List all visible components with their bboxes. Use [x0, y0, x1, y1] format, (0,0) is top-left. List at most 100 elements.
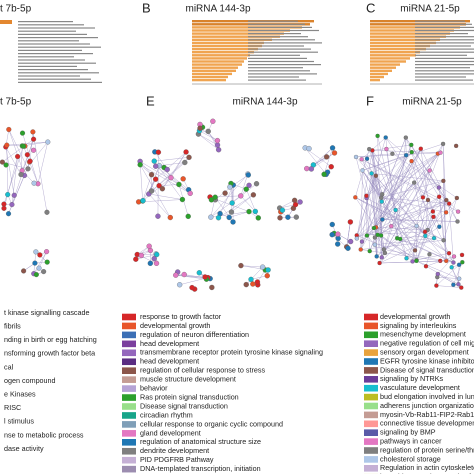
network-node: [248, 276, 254, 283]
network-node: [435, 271, 440, 277]
network-node: [331, 150, 338, 156]
term-placeholder: [415, 67, 470, 69]
network-node: [367, 248, 372, 254]
enrichment-bar: [192, 29, 290, 32]
network-node: [372, 235, 378, 240]
network-edge: [439, 212, 447, 227]
network-node: [436, 194, 442, 199]
network-node: [33, 249, 39, 255]
network-node: [451, 282, 456, 287]
network-node: [292, 201, 299, 208]
enrichment-bar: [192, 69, 236, 72]
network-edge: [438, 187, 447, 261]
network-edge: [355, 197, 426, 232]
network-edge: [240, 265, 263, 268]
network-node: [6, 126, 12, 133]
network-node: [431, 214, 436, 219]
legend-label: fibrils: [4, 322, 21, 331]
term-placeholder: [415, 70, 474, 72]
network-edge: [346, 221, 351, 247]
network-node: [140, 198, 146, 204]
legend-swatch: [364, 331, 378, 339]
network-edge: [304, 147, 327, 175]
network-edge: [331, 234, 347, 248]
legend-swatch: [364, 402, 378, 410]
network-node: [5, 192, 11, 198]
network-node: [243, 186, 249, 192]
legend-label: mesenchyme development: [380, 330, 466, 339]
enrichment-bar: [192, 51, 254, 54]
enrichment-bar: [370, 44, 430, 48]
network-node: [454, 195, 460, 201]
panel-letter: F: [366, 93, 374, 108]
legend-label: behavior: [140, 384, 168, 393]
network-node: [185, 213, 191, 220]
network-edge: [366, 197, 444, 241]
network-edge: [438, 196, 444, 241]
network-node: [11, 192, 17, 198]
network-edge: [451, 267, 459, 285]
network-node: [31, 136, 37, 142]
network-edge: [448, 203, 454, 263]
network-node: [159, 186, 166, 192]
legend-swatch: [122, 322, 136, 330]
network-edge: [355, 156, 426, 237]
network-edge: [8, 129, 25, 176]
legend-swatch: [122, 394, 136, 401]
network-edge: [379, 237, 435, 264]
enrichment-bar: [370, 63, 400, 66]
term-placeholder: [18, 37, 98, 39]
network-node: [20, 143, 27, 149]
network-edge: [416, 252, 450, 261]
legend-label: regulation of cellular response to stres…: [140, 366, 265, 375]
network-node: [418, 146, 423, 151]
network-edge: [366, 158, 392, 227]
network-node: [4, 142, 10, 148]
network-node: [3, 162, 9, 168]
network-node: [431, 235, 437, 241]
network-node: [353, 195, 358, 200]
legend-label: Disease signal transduction: [140, 401, 228, 410]
network-edge: [381, 152, 441, 202]
network-node: [44, 259, 50, 265]
enrichment-bar: [370, 51, 420, 54]
network-node: [146, 243, 152, 249]
term-placeholder: [18, 21, 73, 23]
network-node: [41, 269, 47, 275]
network-node: [222, 190, 228, 196]
network-node: [378, 233, 384, 238]
network-node: [306, 145, 312, 152]
network-node: [0, 159, 5, 165]
network-node: [423, 264, 429, 269]
legend-label: regulation of neuron differentiation: [140, 330, 249, 339]
legend-swatch: [364, 393, 378, 401]
network-node: [227, 184, 233, 190]
network-node: [446, 251, 452, 256]
legend-label: ogen compound: [4, 376, 56, 385]
legend-swatch: [122, 349, 136, 357]
legend-swatch: [364, 358, 378, 365]
network-edge: [371, 173, 444, 182]
enrichment-bar: [370, 78, 380, 82]
network-node: [250, 281, 256, 287]
enrichment-bar: [192, 41, 264, 45]
network-edge: [218, 194, 254, 218]
network-edge: [232, 183, 257, 204]
legend-swatch: [122, 340, 136, 348]
network-node: [293, 214, 299, 220]
network-node: [353, 154, 359, 160]
term-placeholder: [415, 54, 467, 56]
panel-title: miRNA 21-5p: [402, 97, 462, 108]
network-edge: [405, 137, 447, 201]
network-node: [446, 201, 452, 206]
legend-swatch: [364, 384, 378, 392]
term-placeholder: [248, 76, 299, 78]
network-node: [147, 260, 153, 266]
network-node: [380, 192, 385, 197]
network-node: [390, 151, 395, 156]
legend-label: head development: [140, 339, 199, 348]
network-edge: [374, 196, 440, 238]
legend-label: RISC: [4, 403, 21, 412]
legend-label: DNA-templated transcription, initiation: [140, 464, 261, 473]
network-node: [212, 194, 218, 200]
